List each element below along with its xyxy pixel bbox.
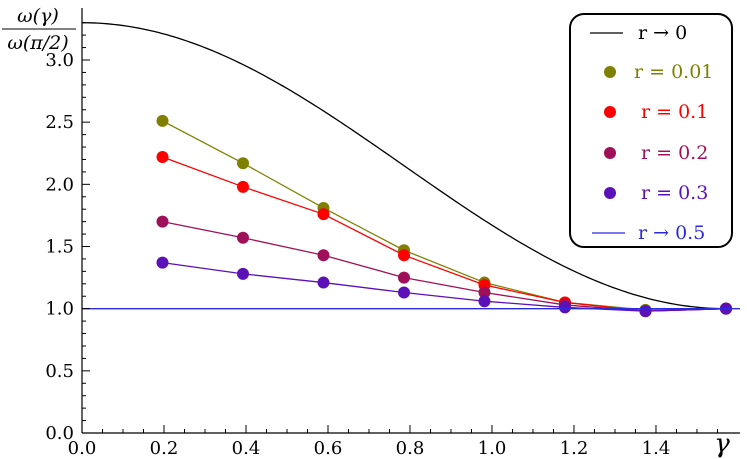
x-tick-label: 0.4: [232, 438, 261, 459]
y-tick-label: 1.0: [45, 299, 74, 320]
y-axis-label-numerator: ω(γ): [17, 5, 59, 27]
legend-label-r05: r → 0.5: [638, 222, 705, 244]
data-point-r-0-3: [558, 301, 571, 314]
legend-swatch-r001: [604, 66, 616, 78]
legend: r → 0 r = 0.01 r = 0.1 r = 0.2 r = 0.3 r…: [569, 13, 733, 248]
data-point-r-0-3: [237, 267, 249, 280]
series-line-r-0-3: [162, 262, 727, 312]
data-point-r-0-3: [639, 305, 652, 318]
x-tick-label: 0.2: [150, 438, 179, 459]
data-point-r-0-2: [398, 271, 410, 284]
legend-label-r02: r = 0.2: [641, 142, 708, 164]
y-tick-label: 3.0: [45, 50, 74, 71]
legend-box: [569, 13, 733, 248]
data-point-r-0-01: [156, 114, 169, 127]
x-ticks: 0.0 0.2 0.4 0.6 0.8 1.0 1.2 1.4: [68, 425, 718, 459]
x-tick-label: 0.0: [68, 438, 97, 459]
y-axis-label-denominator: ω(π/2): [7, 32, 68, 54]
data-point-r-0-2: [317, 249, 330, 262]
y-tick-label: 1.5: [45, 237, 74, 258]
y-tick-label: 0.0: [45, 423, 74, 444]
series-layer: [81, 22, 740, 318]
data-point-r-0-01: [237, 157, 249, 170]
legend-label-r01: r = 0.1: [641, 101, 708, 123]
y-tick-label: 2.0: [45, 174, 74, 195]
legend-label-r0: r → 0: [638, 22, 687, 44]
legend-label-r03: r = 0.3: [641, 182, 708, 204]
x-tick-label: 1.0: [478, 438, 507, 459]
data-point-r-0-2: [156, 215, 169, 228]
legend-swatch-r03: [604, 187, 616, 199]
x-tick-label: 1.4: [642, 438, 671, 459]
data-point-r-0-3: [317, 276, 330, 289]
legend-label-r001: r = 0.01: [634, 61, 713, 83]
y-ticks: 0.0 0.5 1.0 1.5 2.0 2.5 3.0: [45, 22, 90, 444]
x-tick-label: 0.8: [396, 438, 425, 459]
data-point-r-0-1: [156, 150, 169, 163]
y-tick-label: 2.5: [45, 112, 74, 133]
data-point-r-0-3: [156, 256, 169, 269]
data-point-r-0-1: [237, 180, 249, 193]
x-axis-label: γ: [714, 429, 730, 459]
x-tick-label: 0.6: [314, 438, 343, 459]
data-point-r-0-1: [398, 249, 410, 262]
y-tick-label: 0.5: [45, 361, 74, 382]
data-point-r-0-2: [237, 231, 249, 244]
data-point-r-0-1: [317, 208, 330, 221]
axes: [81, 8, 740, 434]
data-point-r-0-3: [398, 286, 410, 299]
x-tick-label: 1.2: [560, 438, 589, 459]
series-curve-r-0: [81, 22, 727, 310]
legend-swatch-r01: [604, 106, 616, 118]
data-point-r-0-3: [478, 295, 491, 308]
legend-swatch-r02: [604, 147, 616, 159]
data-point-r-0-2: [478, 286, 491, 299]
